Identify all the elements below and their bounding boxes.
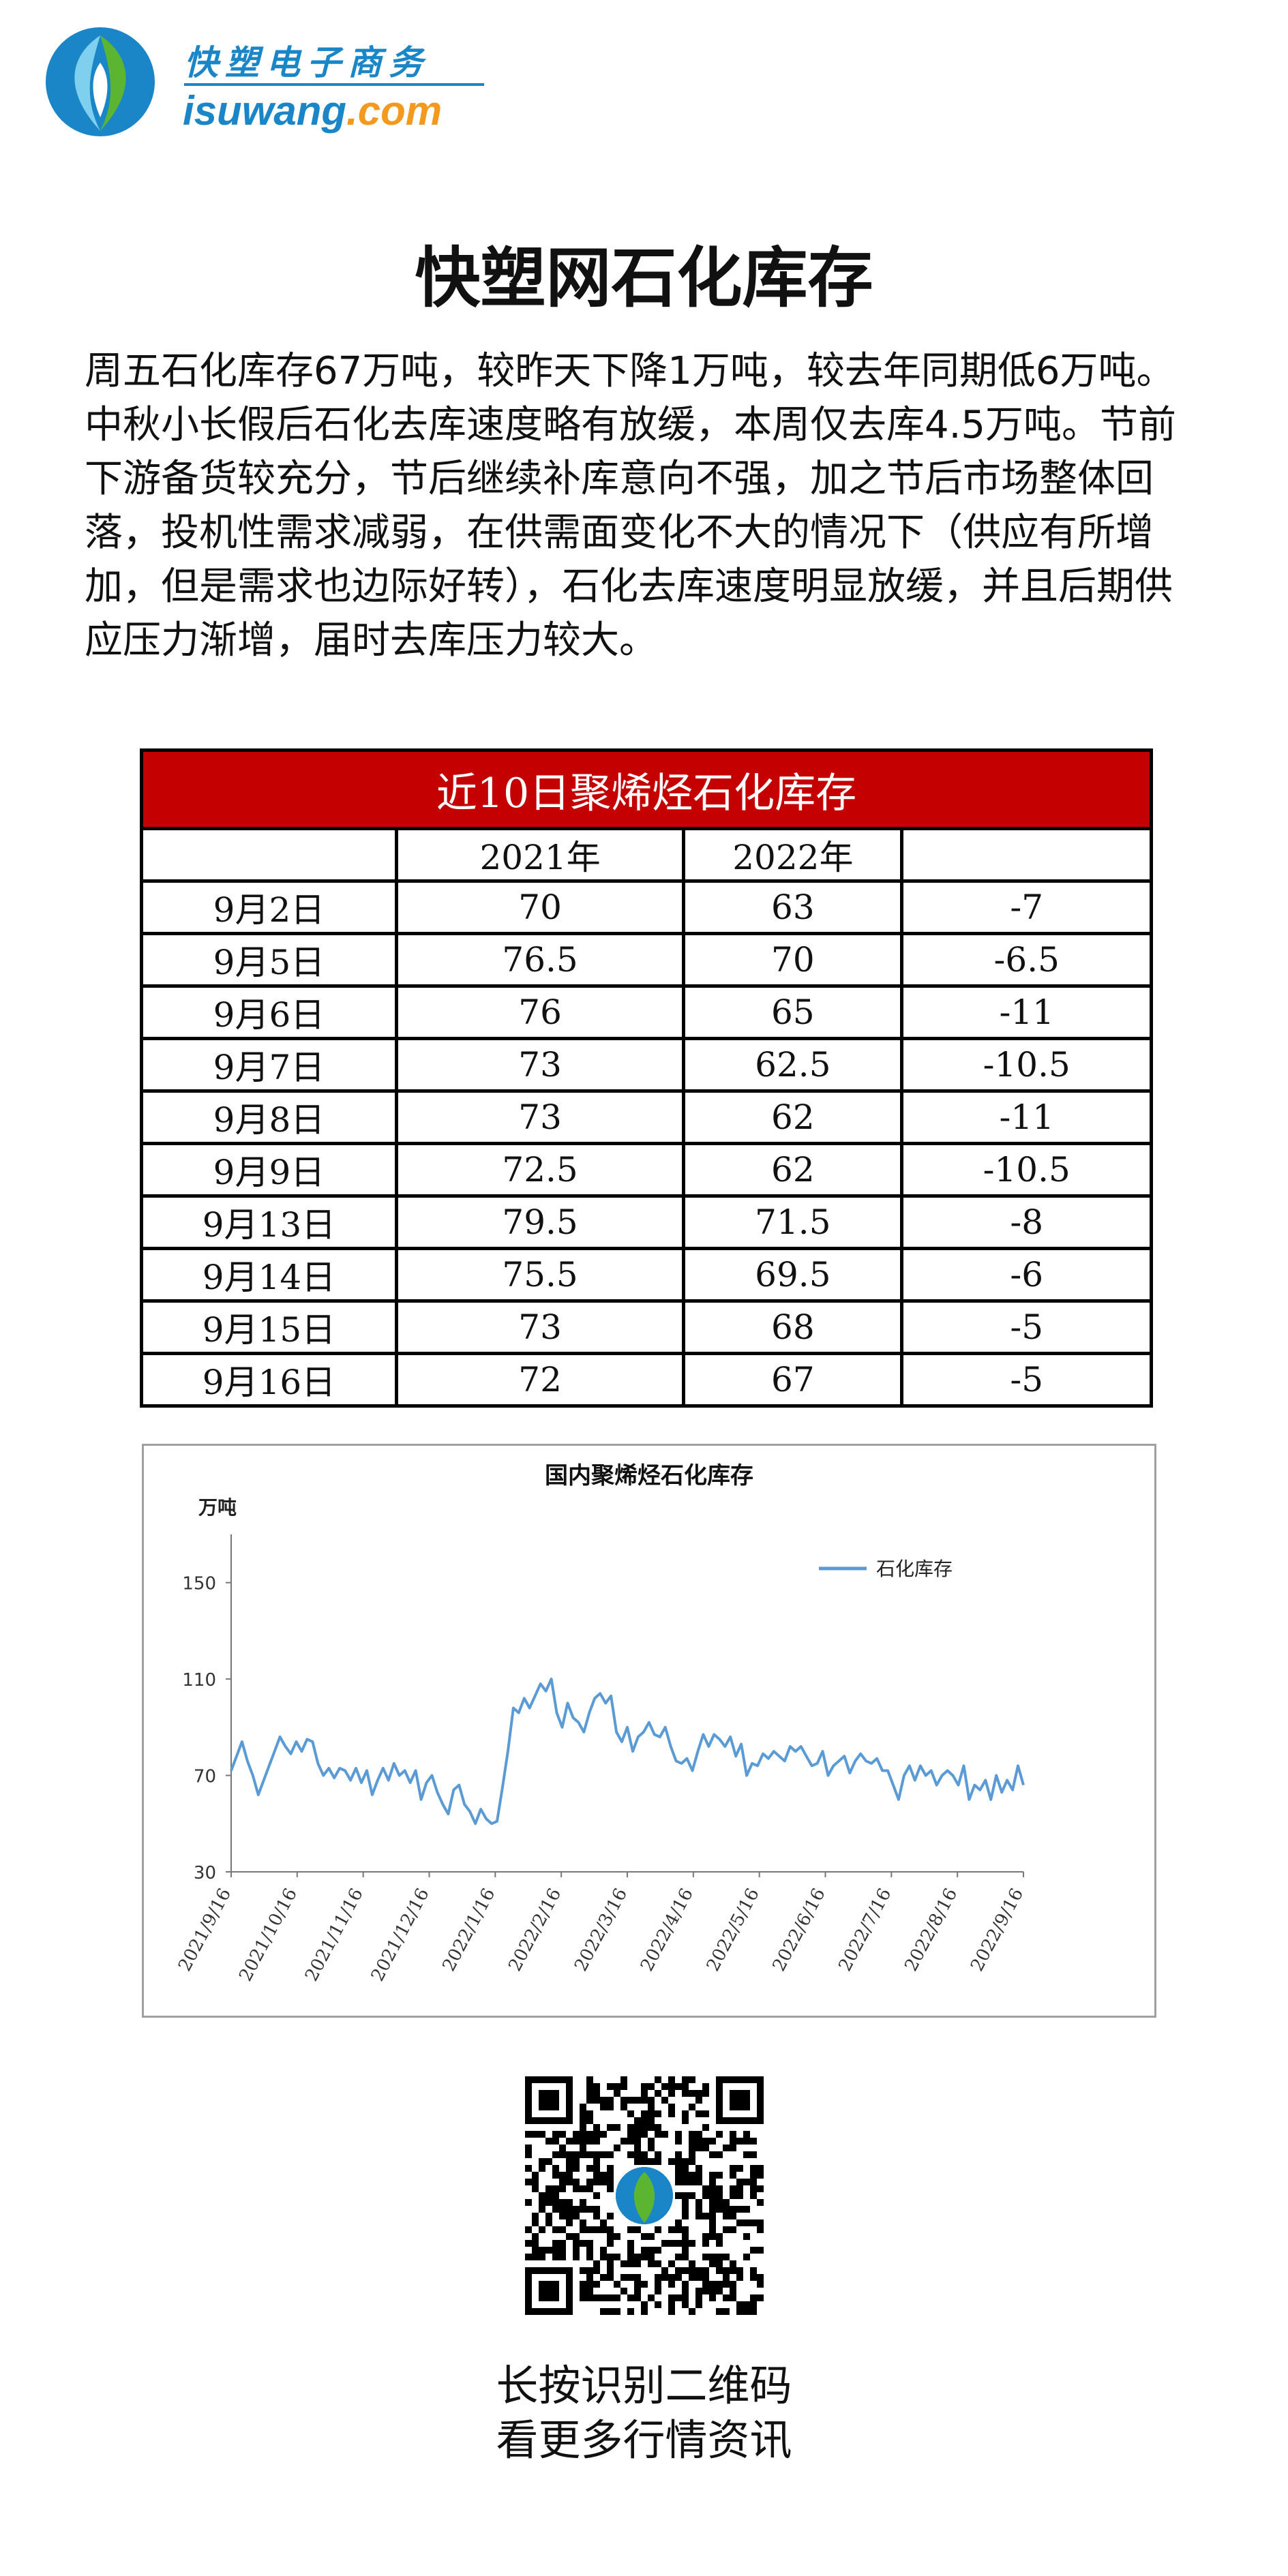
table-header-row: 2021年 2022年 <box>140 827 1153 883</box>
value-2021-cell: 73 <box>394 1299 686 1355</box>
difference-cell: -7 <box>900 879 1153 935</box>
brand-cn-name: 快塑电子商务 <box>184 43 430 82</box>
value-2022-cell: 62 <box>682 1089 904 1145</box>
difference-cell: -5 <box>900 1299 1153 1355</box>
date-cell: 9月6日 <box>140 984 398 1040</box>
table-row: 9月14日 75.5 69.5 -6 <box>140 1247 1153 1303</box>
value-2021-cell: 76.5 <box>394 932 686 988</box>
x-tick-label: 2022/2/16 <box>505 1885 565 1975</box>
qr-code-icon <box>525 2076 764 2315</box>
value-2022-cell: 62 <box>682 1142 904 1198</box>
date-cell: 9月13日 <box>140 1194 398 1250</box>
difference-cell: -11 <box>900 984 1153 1040</box>
date-cell: 9月9日 <box>140 1142 398 1198</box>
table-row: 9月13日 79.5 71.5 -8 <box>140 1194 1153 1250</box>
qr-caption-line1: 长按识别二维码 <box>496 2361 792 2410</box>
table-header-cell: 2021年 <box>394 827 686 883</box>
table-row: 9月15日 73 68 -5 <box>140 1299 1153 1355</box>
difference-cell: -6 <box>900 1247 1153 1303</box>
table-row: 9月8日 73 62 -11 <box>140 1089 1153 1145</box>
date-cell: 9月5日 <box>140 932 398 988</box>
brand-en-suffix: .com <box>346 88 443 134</box>
table-row: 9月7日 73 62.5 -10.5 <box>140 1037 1153 1093</box>
x-tick-label: 2021/9/16 <box>175 1885 235 1975</box>
date-cell: 9月2日 <box>140 879 398 935</box>
x-tick-label: 2022/5/16 <box>703 1885 764 1975</box>
x-tick-label: 2021/11/16 <box>301 1885 368 1984</box>
x-tick-label: 2022/1/16 <box>438 1885 499 1975</box>
series-line-petrochemical-inventory <box>230 1678 1025 1825</box>
difference-cell: -5 <box>900 1352 1153 1408</box>
qr-caption: 长按识别二维码 看更多行情资讯 <box>0 2359 1288 2468</box>
value-2022-cell: 71.5 <box>682 1194 904 1250</box>
table-caption: 近10日聚烯烃石化库存 <box>140 748 1153 830</box>
x-tick-label: 2022/7/16 <box>835 1885 895 1975</box>
isuwang-drop-logo-icon <box>46 27 155 136</box>
date-cell: 9月7日 <box>140 1037 398 1093</box>
date-cell: 9月14日 <box>140 1247 398 1303</box>
x-tick-label: 2021/12/16 <box>368 1885 434 1984</box>
y-tick-label: 30 <box>194 1863 216 1883</box>
value-2021-cell: 75.5 <box>394 1247 686 1303</box>
y-tick-label: 70 <box>194 1767 216 1787</box>
x-tick-label: 2022/6/16 <box>769 1885 830 1975</box>
intro-paragraph: 周五石化库存67万吨，较昨天下降1万吨，较去年同期低6万吨。中秋小长假后石化去库… <box>85 344 1203 667</box>
value-2022-cell: 63 <box>682 879 904 935</box>
value-2021-cell: 73 <box>394 1089 686 1145</box>
value-2021-cell: 70 <box>394 879 686 935</box>
difference-cell: -10.5 <box>900 1037 1153 1093</box>
table-header-cell <box>900 827 1153 883</box>
difference-cell: -10.5 <box>900 1142 1153 1198</box>
inventory-table-container: 近10日聚烯烃石化库存 2021年 2022年 9月2日 70 63 -7 9月5日 76… <box>140 748 1153 1408</box>
difference-cell: -8 <box>900 1194 1153 1250</box>
chart-legend: 石化库存 <box>819 1558 953 1580</box>
date-cell: 9月16日 <box>140 1352 398 1408</box>
chart-y-unit: 万吨 <box>198 1496 237 1519</box>
date-cell: 9月15日 <box>140 1299 398 1355</box>
x-tick-label: 2021/10/16 <box>235 1885 301 1984</box>
inventory-chart-svg: 国内聚烯烃石化库存 万吨 30 70 110 150 2021/9/16 2021/10/… <box>175 1462 1028 1985</box>
value-2022-cell: 70 <box>682 932 904 988</box>
value-2022-cell: 68 <box>682 1299 904 1355</box>
page-title: 快塑网石化库存 <box>415 240 873 316</box>
value-2022-cell: 69.5 <box>682 1247 904 1303</box>
table-row: 9月16日 72 67 -5 <box>140 1352 1153 1408</box>
y-tick-label: 110 <box>182 1670 216 1691</box>
value-2022-cell: 67 <box>682 1352 904 1408</box>
value-2021-cell: 76 <box>394 984 686 1040</box>
value-2021-cell: 72.5 <box>394 1142 686 1198</box>
value-2021-cell: 72 <box>394 1352 686 1408</box>
table-row: 9月2日 70 63 -7 <box>140 879 1153 935</box>
table-header-cell: 2022年 <box>682 827 904 883</box>
table-row: 9月5日 76.5 70 -6.5 <box>140 932 1153 988</box>
x-tick-label: 2022/9/16 <box>967 1885 1028 1975</box>
x-tick-label: 2022/4/16 <box>637 1885 698 1975</box>
inventory-table: 近10日聚烯烃石化库存 2021年 2022年 9月2日 70 63 -7 9月5日 76… <box>140 748 1153 1408</box>
intro-text: 周五石化库存67万吨，较昨天下降1万吨，较去年同期低6万吨。中秋小长假后石化去库… <box>85 349 1177 663</box>
value-2022-cell: 62.5 <box>682 1037 904 1093</box>
table-row: 9月9日 72.5 62 -10.5 <box>140 1142 1153 1198</box>
table-header-cell <box>140 827 398 883</box>
brand-en-name: isuwang.com <box>183 87 442 134</box>
value-2021-cell: 73 <box>394 1037 686 1093</box>
x-tick-label: 2022/3/16 <box>571 1885 631 1975</box>
chart-title: 国内聚烯烃石化库存 <box>545 1462 753 1489</box>
value-2021-cell: 79.5 <box>394 1194 686 1250</box>
qr-caption-line2: 看更多行情资讯 <box>496 2415 792 2465</box>
legend-label: 石化库存 <box>876 1558 953 1580</box>
difference-cell: -11 <box>900 1089 1153 1145</box>
inventory-chart: 国内聚烯烃石化库存 万吨 30 70 110 150 2021/9/16 2021/10/… <box>142 1444 1156 2018</box>
brand-divider <box>184 83 484 86</box>
difference-cell: -6.5 <box>900 932 1153 988</box>
value-2022-cell: 65 <box>682 984 904 1040</box>
brand-logo: 快塑电子商务 isuwang.com <box>42 22 484 145</box>
table-row: 9月6日 76 65 -11 <box>140 984 1153 1040</box>
date-cell: 9月8日 <box>140 1089 398 1145</box>
brand-en-main: isuwang <box>183 88 347 134</box>
x-tick-label: 2022/8/16 <box>901 1885 961 1975</box>
y-tick-label: 150 <box>182 1574 216 1594</box>
